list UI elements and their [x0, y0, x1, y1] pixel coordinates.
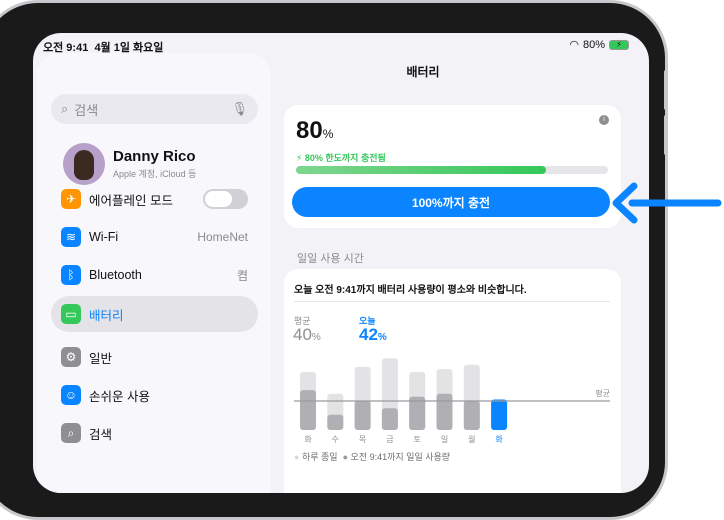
gear-icon: ⚙	[61, 347, 81, 367]
sidebar-item-label: 에어플레인 모드	[89, 193, 173, 208]
chart-legend: ● 하루 종일 ● 오전 9:41까지 일일 사용량	[294, 450, 450, 463]
x-tick-label: 일	[441, 435, 448, 444]
sidebar-item[interactable]: ⚙ 일반	[51, 339, 258, 375]
airplane-mode-toggle[interactable]	[203, 189, 248, 209]
info-icon[interactable]: i	[599, 115, 609, 125]
status-time: 오전 9:41 4월 1일 화요일	[43, 42, 164, 54]
screen: 오전 9:41 4월 1일 화요일 ◠ 80% ⚡ ⌕ 검색 🎙 Danny Rico A…	[33, 33, 649, 493]
volume-button	[664, 115, 668, 155]
sidebar-item[interactable]: ≋ Wi-Fi HomeNet	[51, 219, 258, 255]
bar-usage	[463, 401, 480, 430]
search-icon: ⌕	[61, 423, 81, 443]
usage-summary: 오늘 오전 9:41까지 배터리 사용량이 평소와 비슷합니다.	[294, 285, 527, 296]
profile-subtitle: Apple 계정, iCloud 등	[113, 169, 197, 179]
x-tick-label: 목	[359, 435, 366, 444]
section-header: 일일 사용 시간	[297, 253, 364, 265]
bar-usage	[354, 401, 371, 430]
bar-usage	[436, 393, 453, 430]
legend-swatch-full-day: ●	[294, 452, 300, 462]
sidebar-item[interactable]: ✈ 에어플레인 모드	[51, 181, 258, 217]
usage-chart: 화 수 목 금 토 일 월 화 평균	[294, 358, 610, 444]
microphone-icon[interactable]: 🎙	[231, 101, 248, 116]
sidebar-item-value: 켬	[236, 268, 248, 283]
callout-arrow-icon	[612, 182, 722, 224]
battery-percent: 80%	[582, 38, 605, 51]
sidebar-item[interactable]: ᛒ Bluetooth 켬	[51, 257, 258, 293]
status-right: ◠ 80% ⚡	[569, 38, 629, 51]
sidebar-item-label: Bluetooth	[89, 268, 142, 282]
battery-progress	[296, 166, 608, 174]
sidebar-item[interactable]: ☺ 손쉬운 사용	[51, 377, 258, 413]
legend-swatch-usage: ●	[342, 452, 349, 462]
battery-charging-icon: ⚡	[609, 39, 629, 50]
charge-status: ⚡ 80% 한도까지 충전됨	[296, 153, 386, 163]
sidebar-item-label: 손쉬운 사용	[89, 389, 150, 404]
battery-icon: ▭	[61, 304, 81, 324]
x-tick-label: 화	[495, 435, 503, 444]
bluetooth-icon: ᛒ	[61, 265, 81, 285]
x-tick-label: 월	[468, 434, 475, 444]
bar-usage	[300, 390, 316, 430]
charge-to-100-button[interactable]: 100%까지 충전	[292, 187, 610, 217]
profile[interactable]: Danny Rico Apple 계정, iCloud 등	[63, 143, 196, 185]
bar-usage	[409, 396, 426, 430]
wifi-status-icon: ◠	[569, 39, 579, 51]
bar-usage	[491, 399, 508, 430]
search-icon: ⌕	[61, 101, 69, 116]
x-tick-label: 금	[386, 435, 393, 444]
today-label: 오늘	[359, 316, 376, 326]
x-tick-label: 토	[414, 435, 421, 444]
avatar	[63, 143, 105, 185]
sidebar-item[interactable]: ▭ 배터리	[51, 296, 258, 332]
average-line-label: 평균	[595, 388, 610, 398]
sidebar-item-label: 검색	[89, 427, 113, 442]
average-label: 평균	[294, 316, 311, 326]
bar-usage	[381, 408, 398, 430]
page-title: 배터리	[406, 65, 440, 79]
battery-card: 80% i ⚡ 80% 한도까지 충전됨 100%까지 충전	[284, 105, 621, 228]
airplane-icon: ✈	[61, 189, 81, 209]
bar-usage	[327, 414, 344, 430]
accessibility-icon: ☺	[61, 385, 81, 405]
battery-level: 80%	[296, 117, 334, 144]
wifi-icon: ≋	[61, 227, 81, 247]
sidebar-item[interactable]: ⌕ 검색	[51, 415, 258, 451]
sidebar: ⌕ 검색 🎙 Danny Rico Apple 계정, iCloud 등 ✈ 에어플레인…	[37, 53, 271, 493]
average-value: 40%	[293, 325, 321, 344]
sidebar-item-label: Wi-Fi	[89, 230, 119, 244]
legend-full-day: 하루 종일	[301, 452, 338, 462]
x-tick-label: 수	[332, 435, 339, 444]
profile-name: Danny Rico	[113, 148, 196, 165]
sidebar-item-label: 일반	[89, 351, 113, 366]
x-tick-label: 화	[304, 435, 312, 444]
usage-card: 오늘 오전 9:41까지 배터리 사용량이 평소와 비슷합니다. 평균 40% …	[284, 269, 621, 493]
sidebar-item-label: 배터리	[89, 308, 124, 323]
volume-button	[664, 70, 668, 110]
legend-usage: 오전 9:41까지 일일 사용량	[350, 452, 451, 462]
search-input[interactable]: ⌕ 검색 🎙	[51, 94, 258, 124]
today-value: 42%	[359, 325, 387, 344]
sidebar-item-value: HomeNet	[197, 230, 248, 244]
